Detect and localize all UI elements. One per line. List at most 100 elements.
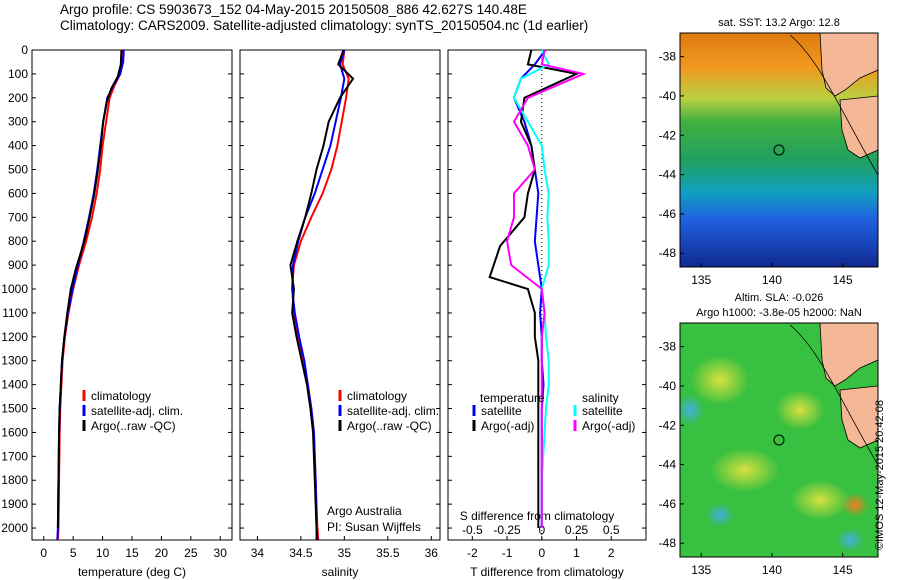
x-tick-label: 36 — [425, 546, 439, 560]
sla-anomaly — [841, 493, 869, 517]
salinity-axes-frame — [239, 49, 441, 541]
y-tick-label: 0 — [21, 43, 28, 57]
legend-title: salinity — [582, 391, 619, 405]
y-tick-label: 200 — [8, 91, 28, 105]
series-line — [56, 49, 125, 541]
x-tick-label: 30 — [214, 546, 228, 560]
profile-title: Argo profile: CS 5903673_152 04-May-2015… — [60, 2, 527, 17]
sla-anomaly — [710, 448, 780, 492]
y-tick-label: 1300 — [1, 354, 28, 368]
x-tick-label: -2 — [467, 546, 478, 560]
s-tick-label: -0.5 — [462, 523, 483, 537]
x-tick-label: 10 — [96, 546, 110, 560]
isobath-line — [789, 324, 878, 466]
y-tick-label: 300 — [8, 115, 28, 129]
x-tick-label: 15 — [125, 546, 139, 560]
y-tick-label: 1700 — [1, 449, 28, 463]
series-line — [56, 49, 123, 529]
temperature-panel: 0100200300400500600700800900100011001200… — [1, 43, 233, 579]
mainland-shape — [819, 323, 878, 387]
y-tick-label: 1800 — [1, 473, 28, 487]
s-tick-label: 0.5 — [603, 523, 620, 537]
legend-label: Argo(..raw -QC) — [91, 419, 176, 433]
argo-position-marker — [773, 144, 785, 156]
y-tick-label: 900 — [8, 258, 28, 272]
y-tick-label: 100 — [8, 67, 28, 81]
y-tick-label: 800 — [8, 234, 28, 248]
x-tick-label: 140 — [762, 273, 782, 287]
y-tick-label: -38 — [659, 340, 677, 354]
y-tick-label: 1200 — [1, 330, 28, 344]
legend-label: satellite — [481, 404, 522, 418]
y-tick-label: 700 — [8, 210, 28, 224]
series-line — [512, 49, 551, 529]
y-tick-label: -48 — [659, 536, 677, 550]
x-tick-label: 34 — [251, 546, 265, 560]
sla-map-subtitle: Argo h1000: -3.8e-05 h2000: NaN — [696, 307, 862, 319]
x-tick-label: 145 — [833, 563, 853, 577]
y-tick-label: -40 — [659, 379, 677, 393]
sla-anomaly — [836, 528, 864, 552]
x-tick-label: 25 — [184, 546, 198, 560]
y-tick-label: -46 — [659, 207, 677, 221]
x-tick-label: 135 — [691, 563, 711, 577]
y-tick-label: 400 — [8, 139, 28, 153]
y-tick-label: -42 — [659, 128, 677, 142]
x-tick-label: 140 — [762, 563, 782, 577]
x-axis-label: T difference from climatology — [470, 565, 624, 579]
y-tick-label: -40 — [659, 89, 677, 103]
sla-map-title: Altim. SLA: -0.026 — [735, 292, 824, 304]
x-tick-label: 35 — [338, 546, 352, 560]
salinity-panel: 34 34.5 35 35.5 36 salinity climatologysatelli… — [239, 49, 441, 579]
map-frame — [679, 322, 879, 558]
legend-label: satellite-adj. clim. — [347, 404, 439, 418]
series-line — [506, 49, 587, 529]
x-tick-label: 35.5 — [376, 546, 400, 560]
x-tick-label: -1 — [502, 546, 513, 560]
sla-map: 135 140 145 -38 -40 -42 -44 -46 -48 — [659, 322, 879, 577]
y-tick-label: 500 — [8, 163, 28, 177]
sla-anomaly — [690, 355, 750, 405]
y-tick-label: 2000 — [1, 521, 28, 535]
isobath-line — [789, 34, 878, 176]
x-tick-label: 145 — [833, 273, 853, 287]
difference-panel: -2 -1 0 1 2 T difference from climatology -0.5… — [447, 49, 647, 579]
x-tick-label: 1 — [573, 546, 580, 560]
sla-anomaly — [775, 390, 825, 430]
y-tick-label: -48 — [659, 246, 677, 260]
legend-label: climatology — [91, 389, 151, 403]
series-line — [289, 49, 355, 541]
y-tick-label: 1000 — [1, 282, 28, 296]
series-line — [56, 49, 125, 541]
x-tick-label: 5 — [70, 546, 77, 560]
legend-label: Argo(-adj) — [481, 419, 534, 433]
imos-credit: ©IMOS 12-May-2015 20:42:08 — [874, 400, 886, 550]
series-line — [488, 49, 580, 529]
y-tick-label: -42 — [659, 418, 677, 432]
x-axis-label: temperature (deg C) — [78, 565, 186, 579]
y-tick-label: 1400 — [1, 378, 28, 392]
climatology-title: Climatology: CARS2009. Satellite-adjuste… — [60, 18, 589, 33]
annotation-text: PI: Susan Wijffels — [327, 520, 421, 534]
difference-axes-frame — [447, 49, 647, 541]
sla-anomaly — [680, 394, 704, 426]
tasmania-shape — [839, 385, 878, 449]
y-tick-label: 1900 — [1, 497, 28, 511]
series-line — [291, 49, 350, 541]
legend-label: Argo(-adj) — [582, 419, 635, 433]
legend-label: Argo(..raw -QC) — [347, 419, 432, 433]
legend-label: satellite-adj. clim. — [91, 404, 183, 418]
temperature-axes-frame — [31, 49, 233, 541]
mainland-shape — [819, 33, 878, 97]
x-tick-label: 34.5 — [289, 546, 313, 560]
x-tick-label: 135 — [691, 273, 711, 287]
y-tick-label: -38 — [659, 50, 677, 64]
y-tick-label: -44 — [659, 458, 677, 472]
s-tick-label: 0.25 — [565, 523, 589, 537]
legend-title: temperature — [480, 391, 545, 405]
legend-label: climatology — [347, 389, 407, 403]
y-tick-label: 1100 — [2, 306, 28, 320]
legend-label: satellite — [582, 404, 623, 418]
tasmania-shape — [839, 95, 878, 159]
argo-position-marker — [773, 434, 785, 446]
